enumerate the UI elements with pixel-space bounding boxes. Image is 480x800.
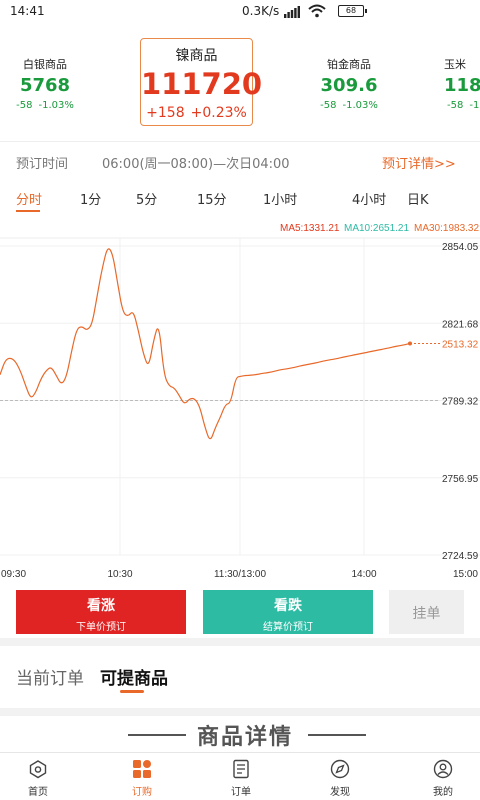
network-speed: 0.3K/s [242,4,280,18]
status-bar: 14:41 0.3K/s 68 [0,0,480,24]
booking-time-row: 预订时间 06:00(周一08:00)—次日04:00 预订详情>> [0,142,480,178]
price-line [0,248,411,440]
period-tab-indicator [16,210,40,212]
nav-orders-label: 订单 [231,787,251,798]
y-tick-label: 2756.95 [442,474,479,485]
nav-mine[interactable]: 我的 [413,759,473,798]
nav-order-label: 订购 [132,787,152,798]
ma-legend-2: MA30:1983.32 [414,223,479,234]
nav-orders[interactable]: 订单 [211,759,271,798]
nav-home-label: 首页 [28,787,48,798]
divider [0,141,480,142]
x-tick-label: 15:00 [453,569,478,580]
signal-icon [284,6,300,18]
buy-down-label: 看跌 [274,598,302,614]
booking-label: 预订时间 [16,157,69,172]
product-details-header: 商品详情 [0,716,480,752]
title-line-left [128,734,186,736]
ticker-change-pct: -1.03% [342,100,378,111]
y-tick-label: 2854.05 [442,242,479,253]
tab-period-5m[interactable]: 5分 [136,193,158,208]
user-icon [433,759,453,779]
nav-home[interactable]: 首页 [8,759,68,798]
ticker-silver[interactable]: 白银商品 5768 -58 -1.03% [12,56,78,111]
x-tick-label: 10:30 [107,569,132,580]
ticker-change: -58 -1 [444,100,480,111]
period-tabs: 分时 1分 5分 15分 1小时 4小时 日K [0,180,480,214]
section-gap [0,638,480,646]
y-tick-label: 2724.59 [442,551,479,562]
ticker-change-pct: -1 [469,100,480,111]
section-gap [0,708,480,716]
x-tick-label: 09:30 [1,569,26,580]
tab-period-1h[interactable]: 1小时 [263,193,298,208]
status-time: 14:41 [10,4,45,18]
buy-up-button[interactable]: 看涨 下单价预订 [16,590,186,634]
ma-legend-0: MA5:1331.21 [280,223,340,234]
booking-hours: 06:00(周一08:00)—次日04:00 [102,157,290,172]
ticker-nickel-selected[interactable]: 镍商品 111720 +158 +0.23% [140,38,263,126]
ticker-change-abs: +158 [146,105,185,121]
ticker-price: 309.6 [320,75,378,96]
nav-discover[interactable]: 发现 [310,759,370,798]
ticker-name: 白银商品 [23,58,67,71]
ticker-price: 111720 [141,67,263,101]
tab-period-daily[interactable]: 日K [407,193,429,208]
ticker-price: 5768 [19,75,71,96]
ticker-name: 镍商品 [175,48,218,64]
tab-current-orders[interactable]: 当前订单 [16,669,84,689]
ticker-platinum[interactable]: 铂金商品 309.6 -58 -1.03% [316,56,382,111]
tab-period-15m[interactable]: 15分 [197,193,227,208]
battery-icon: 68 [338,5,367,17]
price-chart[interactable]: MA5:1331.21 MA10:2651.21 MA30:1983.32 2854.… [0,214,480,584]
limit-order-label: 挂单 [412,606,441,622]
ma-legend-1: MA10:2651.21 [344,223,409,234]
document-icon [233,759,249,779]
bottom-nav: 首页 订购 订单 发现 [0,752,480,800]
ticker-name: 玉米 [444,58,466,71]
product-details-title: 商品详情 [196,725,293,750]
ticker-strip: 白银商品 5768 -58 -1.03% 镍商品 111720 +158 +0.23… [0,24,480,140]
ticker-change-abs: -58 [16,100,33,111]
nav-mine-label: 我的 [433,787,453,798]
buy-up-label: 看涨 [87,598,115,614]
x-tick-label: 14:00 [351,569,376,580]
title-line-right [308,734,366,736]
ticker-change-pct: -1.03% [38,100,74,111]
order-tab-indicator [120,690,144,693]
ticker-change: +158 +0.23% [141,105,252,121]
wifi-icon [308,4,326,18]
booking-details-link[interactable]: 预订详情>> [382,157,456,172]
ticker-change-abs: -58 [447,100,464,111]
nav-discover-label: 发现 [330,787,350,798]
tab-period-1m[interactable]: 1分 [80,193,102,208]
price-chart-svg: MA5:1331.21 MA10:2651.21 MA30:1983.32 2854.… [0,223,480,580]
tab-period-4h[interactable]: 4小时 [352,193,387,208]
home-icon [29,760,47,779]
ticker-name: 铂金商品 [327,58,371,71]
buy-down-button[interactable]: 看跌 结算价预订 [203,590,373,634]
ticker-price: 118 [444,75,480,96]
x-tick-label: 11:30/13:00 [214,569,267,580]
tab-available-goods[interactable]: 可提商品 [100,669,168,689]
y-tick-label: 2789.32 [442,397,479,408]
nav-order[interactable]: 订购 [112,759,172,798]
current-price-label: 2513.32 [442,340,479,351]
tab-period-timeshare[interactable]: 分时 [16,193,43,208]
ticker-change-pct: +0.23% [190,105,247,121]
order-tabs: 当前订单 可提商品 [0,646,480,708]
ticker-change: -58 -1.03% [316,100,382,111]
ticker-change: -58 -1.03% [12,100,78,111]
y-tick-label: 2821.68 [442,319,479,330]
ticker-corn[interactable]: 玉米 118 -58 -1 [444,56,480,111]
buy-down-sublabel: 结算价预订 [263,622,313,633]
ticker-change-abs: -58 [320,100,337,111]
buy-up-sublabel: 下单价预订 [76,622,126,633]
limit-order-button[interactable]: 挂单 [389,590,464,634]
compass-icon [330,759,350,779]
grid-icon [133,760,151,778]
